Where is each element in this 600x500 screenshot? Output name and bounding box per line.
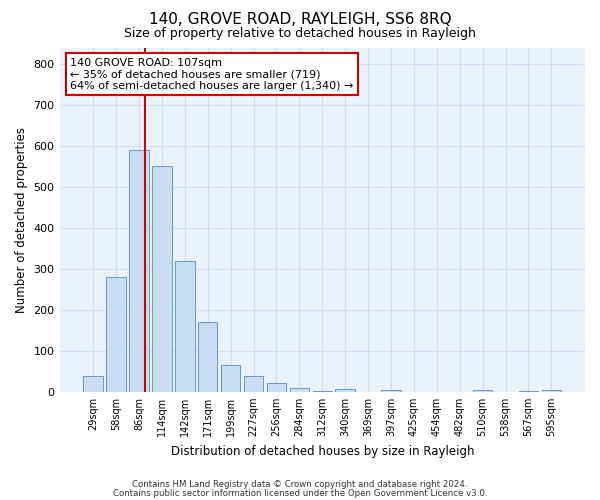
Text: Size of property relative to detached houses in Rayleigh: Size of property relative to detached ho… xyxy=(124,28,476,40)
Bar xyxy=(290,388,309,392)
Bar xyxy=(542,390,561,392)
Text: Contains HM Land Registry data © Crown copyright and database right 2024.: Contains HM Land Registry data © Crown c… xyxy=(132,480,468,489)
Bar xyxy=(335,388,355,392)
Bar xyxy=(175,260,194,392)
Bar xyxy=(519,390,538,392)
Bar xyxy=(129,150,149,392)
Bar xyxy=(473,390,493,392)
Bar xyxy=(152,166,172,392)
Bar xyxy=(198,322,217,392)
Bar xyxy=(267,383,286,392)
Bar xyxy=(244,376,263,392)
Bar xyxy=(313,391,332,392)
Y-axis label: Number of detached properties: Number of detached properties xyxy=(15,126,28,312)
Text: 140, GROVE ROAD, RAYLEIGH, SS6 8RQ: 140, GROVE ROAD, RAYLEIGH, SS6 8RQ xyxy=(149,12,451,28)
Text: 140 GROVE ROAD: 107sqm
← 35% of detached houses are smaller (719)
64% of semi-de: 140 GROVE ROAD: 107sqm ← 35% of detached… xyxy=(70,58,353,91)
Text: Contains public sector information licensed under the Open Government Licence v3: Contains public sector information licen… xyxy=(113,489,487,498)
Bar xyxy=(221,365,241,392)
X-axis label: Distribution of detached houses by size in Rayleigh: Distribution of detached houses by size … xyxy=(170,444,474,458)
Bar xyxy=(106,277,126,392)
Bar xyxy=(83,376,103,392)
Bar xyxy=(381,390,401,392)
